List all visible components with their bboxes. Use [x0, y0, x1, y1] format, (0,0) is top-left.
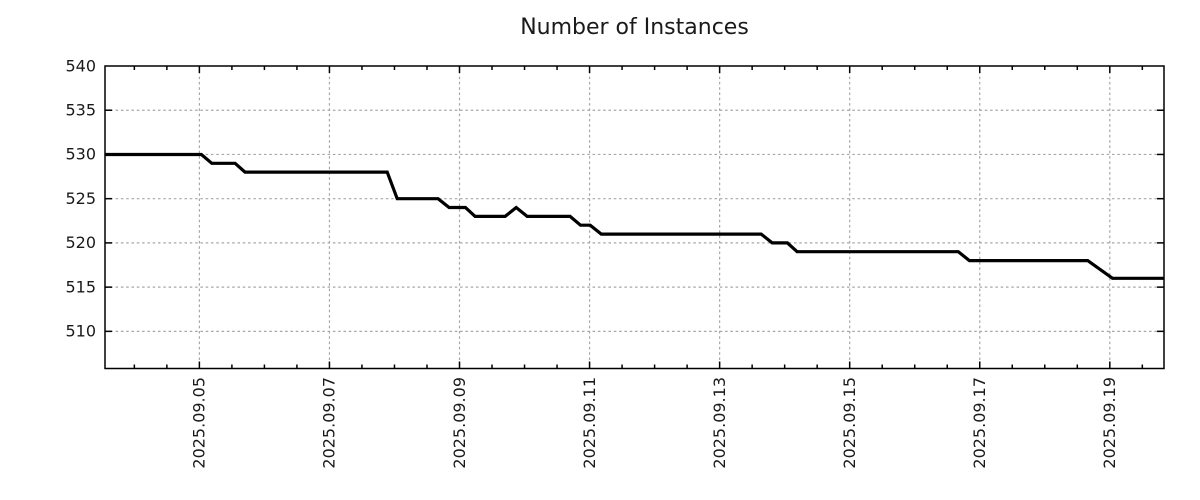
plot-border	[104, 65, 1165, 370]
y-tick-label: 525	[65, 189, 96, 208]
x-tick-label: 2025.09.07	[320, 377, 339, 469]
x-tick-label: 2025.09.05	[190, 377, 209, 469]
y-tick-label: 530	[65, 145, 96, 164]
x-tick-label: 2025.09.13	[710, 377, 729, 469]
x-tick-label: 2025.09.09	[450, 377, 469, 469]
chart-title: Number of Instances	[520, 15, 749, 40]
x-tick-label: 2025.09.17	[970, 377, 989, 469]
x-tick-label: 2025.09.19	[1100, 377, 1119, 469]
series-line-instances	[105, 152, 1164, 280]
x-tick-label: 2025.09.11	[580, 377, 599, 469]
y-tick-label: 510	[65, 322, 96, 341]
x-tick-label: 2025.09.15	[840, 377, 859, 469]
y-tick-label: 520	[65, 233, 96, 252]
y-tick-label: 535	[65, 101, 96, 120]
y-tick-label: 515	[65, 277, 96, 296]
y-tick-label: 540	[65, 56, 96, 75]
